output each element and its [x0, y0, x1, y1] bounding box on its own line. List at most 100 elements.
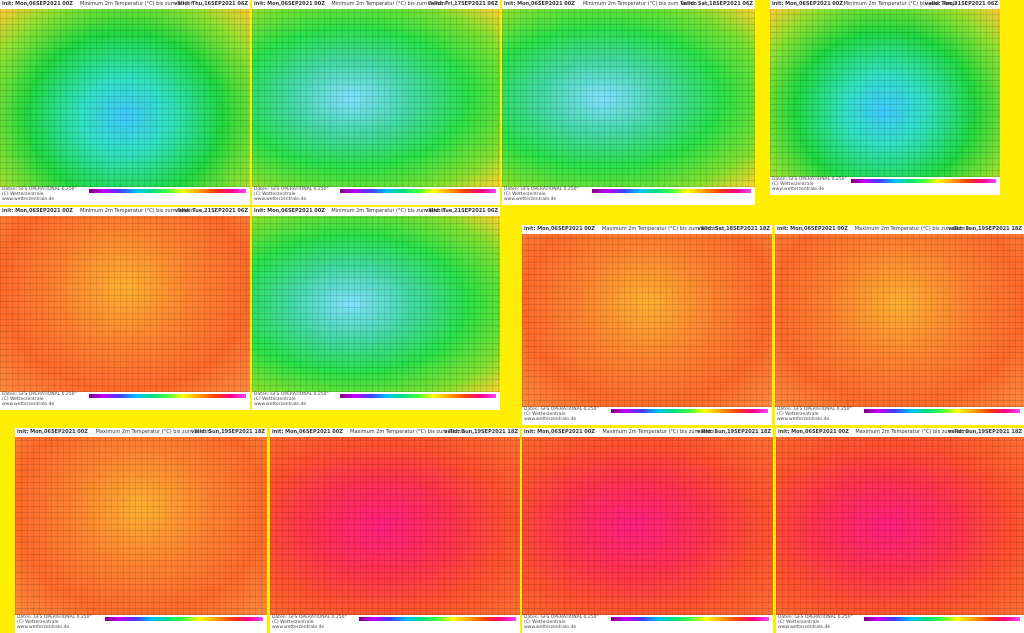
color-scale [611, 617, 769, 621]
footer-source: Daten: GFS OPERATIONAL 0.250° [778, 615, 853, 620]
footer-line: Daten: GFS OPERATIONAL 0.250° [0, 392, 250, 397]
footer-source: Daten: GFS OPERATIONAL 0.250° [504, 187, 579, 192]
footer-url: www.wetterzentrale.de [524, 417, 577, 422]
footer-line: (C) Wetterzentrale [522, 412, 772, 417]
valid-time: valid: Tue,21SEP2021 06Z [925, 1, 998, 7]
footer-line: Daten: GFS OPERATIONAL 0.250° [252, 392, 500, 397]
panel-footer: Daten: GFS OPERATIONAL 0.250° (C) Wetterz… [252, 187, 500, 205]
footer-line: (C) Wetterzentrale [775, 412, 1024, 417]
map-panel: init: Mon,06SEP2021 00Z Maximum 2m Temper… [522, 428, 773, 633]
temperature-map [270, 437, 520, 615]
map-title: Minimum 2m Temperatur (°C) bis zum Termi… [331, 1, 446, 7]
temperature-map [252, 216, 500, 392]
footer-url: www.wetterzentrale.de [504, 197, 557, 202]
panel-header: init: Mon,06SEP2021 00Z Maximum 2m Temper… [775, 225, 1024, 234]
valid-time: valid: Tue,21SEP2021 06Z [425, 208, 498, 214]
footer-source: Daten: GFS OPERATIONAL 0.250° [254, 392, 329, 397]
footer-url: www.wetterzentrale.de [2, 402, 55, 407]
footer-line: www.wetterzentrale.de [252, 197, 500, 202]
footer-line: (C) Wetterzentrale [522, 620, 773, 625]
footer-url: www.wetterzentrale.de [254, 402, 307, 407]
temperature-map [522, 437, 773, 615]
temperature-map [0, 216, 250, 392]
footer-source: Daten: GFS OPERATIONAL 0.250° [2, 187, 77, 192]
footer-copyright: (C) Wetterzentrale [778, 620, 820, 625]
valid-time: valid: Fri,17SEP2021 06Z [427, 1, 498, 7]
panel-footer: Daten: GFS OPERATIONAL 0.250° (C) Wetterz… [252, 392, 500, 410]
footer-url: www.wetterzentrale.de [772, 187, 825, 192]
footer-copyright: (C) Wetterzentrale [254, 397, 296, 402]
valid-time: valid: Tue,21SEP2021 06Z [175, 208, 248, 214]
valid-time: valid: Sun,19SEP2021 18Z [191, 429, 265, 435]
panel-header: init: Mon,06SEP2021 00Z Minimum 2m Temper… [502, 0, 755, 9]
color-scale [611, 409, 768, 413]
panel-header: init: Mon,06SEP2021 00Z Maximum 2m Temper… [776, 428, 1024, 437]
footer-copyright: (C) Wetterzentrale [2, 192, 44, 197]
panel-footer: Daten: GFS OPERATIONAL 0.250° (C) Wetterz… [522, 615, 773, 633]
panel-footer: Daten: GFS OPERATIONAL 0.250° (C) Wetterz… [522, 407, 772, 425]
color-scale [851, 179, 996, 183]
footer-line: (C) Wetterzentrale [252, 192, 500, 197]
footer-line: (C) Wetterzentrale [502, 192, 755, 197]
footer-url: www.wetterzentrale.de [778, 625, 831, 630]
footer-line: www.wetterzentrale.de [15, 625, 267, 630]
map-title: Minimum 2m Temperatur (°C) bis zum Termi… [843, 1, 958, 7]
footer-line: www.wetterzentrale.de [522, 417, 772, 422]
valid-time: valid: Sun,19SEP2021 18Z [948, 429, 1022, 435]
temperature-map [776, 437, 1024, 615]
color-scale [863, 409, 1020, 413]
footer-line: Daten: GFS OPERATIONAL 0.250° [522, 407, 772, 412]
footer-url: www.wetterzentrale.de [17, 625, 70, 630]
footer-line: Daten: GFS OPERATIONAL 0.250° [502, 187, 755, 192]
panel-footer: Daten: GFS OPERATIONAL 0.250° (C) Wetterz… [770, 177, 1000, 195]
init-time: init: Mon,06SEP2021 00Z [2, 1, 73, 7]
init-time: init: Mon,06SEP2021 00Z [17, 429, 88, 435]
footer-copyright: (C) Wetterzentrale [254, 192, 296, 197]
panel-footer: Daten: GFS OPERATIONAL 0.250° (C) Wetterz… [0, 187, 250, 205]
temperature-map [252, 9, 500, 187]
temperature-map [770, 9, 1000, 177]
init-time: init: Mon,06SEP2021 00Z [254, 208, 325, 214]
panel-footer: Daten: GFS OPERATIONAL 0.250° (C) Wetterz… [0, 392, 250, 410]
footer-url: www.wetterzentrale.de [2, 197, 55, 202]
map-title: Minimum 2m Temperatur (°C) bis zum Termi… [80, 1, 194, 7]
panel-header: init: Mon,06SEP2021 00Z Minimum 2m Temper… [770, 0, 1000, 9]
footer-copyright: (C) Wetterzentrale [504, 192, 546, 197]
footer-source: Daten: GFS OPERATIONAL 0.250° [17, 615, 92, 620]
map-panel: init: Mon,06SEP2021 00Z Minimum 2m Temper… [252, 0, 500, 205]
map-title: Maximum 2m Temperatur (°C) bis zum Termi… [602, 226, 718, 232]
init-time: init: Mon,06SEP2021 00Z [2, 208, 73, 214]
map-title: Maximum 2m Temperatur (°C) bis zum Termi… [350, 429, 466, 435]
panel-header: init: Mon,06SEP2021 00Z Minimum 2m Temper… [252, 0, 500, 9]
footer-line: (C) Wetterzentrale [15, 620, 267, 625]
footer-url: www.wetterzentrale.de [524, 625, 577, 630]
footer-line: www.wetterzentrale.de [502, 197, 755, 202]
temperature-map [502, 9, 755, 187]
panel-header: init: Mon,06SEP2021 00Z Minimum 2m Temper… [252, 207, 500, 216]
footer-line: www.wetterzentrale.de [770, 187, 1000, 192]
init-time: init: Mon,06SEP2021 00Z [524, 226, 595, 232]
panel-header: init: Mon,06SEP2021 00Z Minimum 2m Temper… [0, 0, 250, 9]
footer-line: www.wetterzentrale.de [0, 197, 250, 202]
map-panel: init: Mon,06SEP2021 00Z Minimum 2m Temper… [502, 0, 755, 205]
footer-source: Daten: GFS OPERATIONAL 0.250° [524, 407, 599, 412]
footer-line: (C) Wetterzentrale [0, 397, 250, 402]
panel-footer: Daten: GFS OPERATIONAL 0.250° (C) Wetterz… [270, 615, 520, 633]
temperature-map [522, 234, 772, 407]
footer-line: Daten: GFS OPERATIONAL 0.250° [252, 187, 500, 192]
footer-copyright: (C) Wetterzentrale [2, 397, 44, 402]
map-panel: init: Mon,06SEP2021 00Z Minimum 2m Temper… [0, 0, 250, 205]
footer-line: (C) Wetterzentrale [776, 620, 1024, 625]
init-time: init: Mon,06SEP2021 00Z [772, 1, 843, 7]
panel-footer: Daten: GFS OPERATIONAL 0.250° (C) Wetterz… [775, 407, 1024, 425]
temperature-map [0, 9, 250, 187]
footer-source: Daten: GFS OPERATIONAL 0.250° [772, 177, 847, 182]
map-panel: init: Mon,06SEP2021 00Z Minimum 2m Temper… [0, 207, 250, 410]
map-title: Minimum 2m Temperatur (°C) bis zum Termi… [582, 1, 697, 7]
color-scale [359, 617, 516, 621]
footer-line: www.wetterzentrale.de [270, 625, 520, 630]
panel-footer: Daten: GFS OPERATIONAL 0.250° (C) Wetterz… [502, 187, 755, 205]
footer-line: Daten: GFS OPERATIONAL 0.250° [522, 615, 773, 620]
valid-time: valid: Sun,19SEP2021 18Z [697, 429, 771, 435]
footer-source: Daten: GFS OPERATIONAL 0.250° [272, 615, 347, 620]
